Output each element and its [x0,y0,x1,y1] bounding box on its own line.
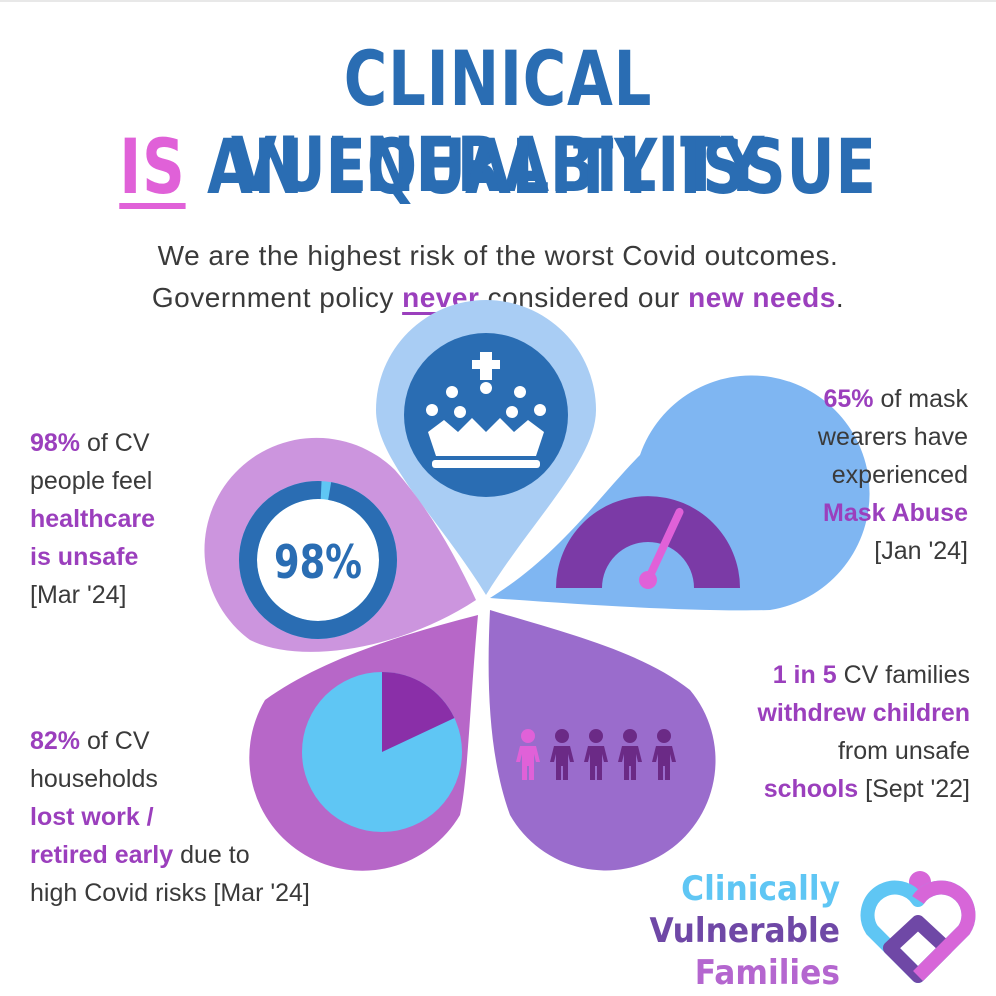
brand-logo: Clinically Vulnerable Families [619,868,840,994]
stat-work-value: 82% [30,727,81,755]
petal-people [488,610,716,871]
stat-work-line5: due to [173,841,250,869]
stat-mask-date: [Jan '24] [874,537,968,565]
logo-line2: Vulnerable [649,911,840,951]
stat-work: 82% of CV households lost work / retired… [30,722,410,912]
donut-label: 98% [274,535,362,589]
title-rest: AN EQUALITY ISSUE [185,122,877,211]
stat-school-line3: from unsafe [837,737,970,765]
stat-healthcare: 98% of CV people feel healthcare is unsa… [30,424,230,614]
stat-school-date: [Sept '22] [858,775,970,803]
logo-line1: Clinically [681,869,840,909]
stat-mask-line4: Mask Abuse [823,499,968,527]
gauge-icon [556,496,740,589]
subtitle-text-a: Government policy [151,282,403,313]
person-figure [618,729,642,780]
page-title-line2: IS AN EQUALITY ISSUE [110,124,887,210]
stat-work-line4: retired early [30,841,174,869]
stat-school-line4: schools [763,775,859,803]
stat-mask-line2: wearers have [817,423,968,451]
stat-work-line1: of CV [80,727,150,755]
stat-school-line2: withdrew children [757,699,970,727]
title-emphasis: IS [119,122,186,211]
people-icon [516,729,676,780]
gauge-needle [639,507,684,589]
subtitle-end: . [835,282,845,313]
subtitle-line2: Government policy never considered our n… [0,278,996,318]
donut-icon: 98% [239,481,397,639]
stat-mask-abuse: 65% of mask wearers have experienced Mas… [718,380,968,570]
stat-mask-value: 65% [823,385,874,413]
person-figure [652,729,676,780]
stat-healthcare-value: 98% [30,429,81,457]
stat-healthcare-line4: is unsafe [30,543,139,571]
stat-work-line6: high Covid risks [Mar '24] [30,879,310,907]
stat-school: 1 in 5 CV families withdrew children fro… [650,656,970,808]
person-figure [516,729,540,780]
stat-work-line3: lost work / [30,803,154,831]
subtitle-new-needs: new needs [688,282,836,313]
stat-healthcare-line3: healthcare [30,505,156,533]
stat-work-line2: households [30,765,158,793]
logo-line3: Families [694,953,840,993]
pie-icon [302,672,462,832]
subtitle-line1: We are the highest risk of the worst Cov… [157,240,839,271]
person-figure [584,729,608,780]
stat-healthcare-date: [Mar '24] [30,581,127,609]
stat-school-value: 1 in 5 [772,661,837,689]
person-figure [550,729,574,780]
crown-icon [404,333,568,497]
stat-mask-line3: experienced [831,461,968,489]
stat-healthcare-line2: people feel [30,467,153,495]
page-title-line1: CLINICAL VULNERABILITY [230,34,765,209]
donut-fill-arc [239,481,397,639]
stat-school-line1: CV families [836,661,970,689]
stat-mask-line1: of mask [873,385,968,413]
heart-logo-icon [860,871,976,983]
stat-healthcare-line1: of CV [80,429,150,457]
pie-slice [382,672,455,752]
top-border [0,0,996,2]
